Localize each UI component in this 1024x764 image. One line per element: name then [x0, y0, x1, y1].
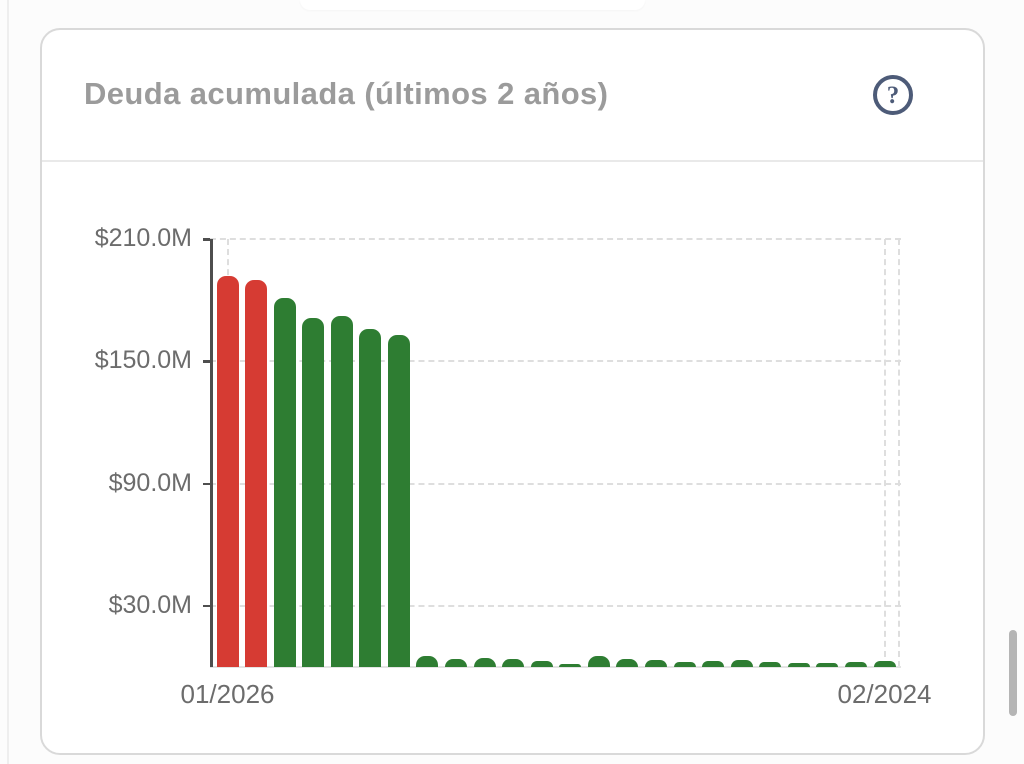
y-tick-label-150M: $150.0M [94, 346, 192, 375]
chart-card: Deuda acumulada (últimos 2 años) ? $210.… [40, 28, 985, 755]
bar-chart: $210.0M $150.0M $90.0M $30.0M 01/2026 02/2024 [42, 162, 983, 753]
bar-03-2025[interactable] [502, 658, 525, 667]
y-tick-label-210M: $210.0M [94, 224, 192, 252]
y-tick-210M [203, 238, 210, 241]
bar-12-2025[interactable] [245, 279, 268, 667]
y-tick-30M [203, 604, 210, 608]
bar-01-2026[interactable] [216, 275, 239, 667]
header-divider [42, 160, 983, 162]
gridline-x-1 [883, 239, 886, 667]
bar-02-2025[interactable] [530, 660, 553, 667]
card-header: Deuda acumulada (últimos 2 años) ? [42, 30, 983, 160]
gridline-210M [210, 238, 901, 240]
bar-06-2025[interactable] [416, 655, 439, 667]
x-tick-label-01-2026: 01/2026 [180, 679, 275, 709]
bar-04-2025[interactable] [473, 657, 496, 667]
help-button[interactable]: ? [873, 73, 917, 117]
plot-right-border [898, 239, 900, 667]
bar-08-2025[interactable] [359, 328, 382, 667]
bar-06-2024[interactable] [759, 661, 782, 667]
y-tick-90M [203, 482, 210, 486]
x-axis-baseline [210, 666, 901, 668]
bar-11-2024[interactable] [616, 658, 639, 667]
page-left-seam [7, 0, 9, 764]
gridline-90M [210, 482, 901, 485]
x-tick-label-02-2024: 02/2024 [837, 679, 932, 709]
bar-03-2024[interactable] [844, 661, 867, 667]
bar-11-2025[interactable] [273, 298, 296, 667]
bar-08-2024[interactable] [702, 660, 725, 667]
gridline-30M [210, 604, 901, 607]
bar-10-2025[interactable] [302, 318, 325, 667]
y-axis-line [210, 239, 213, 667]
bar-01-2025[interactable] [559, 663, 582, 667]
bar-05-2025[interactable] [445, 658, 468, 667]
top-edge-highlight [300, 0, 645, 10]
question-mark-glyph: ? [886, 81, 900, 109]
y-tick-150M [203, 360, 210, 363]
y-tick-label-30M: $30.0M [108, 590, 192, 619]
circled-question-mark-icon: ? [873, 75, 913, 115]
chart-title: Deuda acumulada (últimos 2 años) [84, 76, 609, 111]
bar-10-2024[interactable] [644, 659, 667, 667]
bar-07-2024[interactable] [730, 659, 753, 667]
bar-09-2025[interactable] [330, 316, 353, 667]
bar-02-2024[interactable] [873, 660, 896, 667]
scrollbar-thumb[interactable] [1009, 630, 1017, 716]
bar-04-2024[interactable] [816, 662, 839, 667]
y-tick-label-90M: $90.0M [108, 468, 192, 497]
bar-07-2025[interactable] [387, 334, 410, 667]
bar-09-2024[interactable] [673, 661, 696, 667]
bar-05-2024[interactable] [787, 662, 810, 667]
bar-12-2024[interactable] [587, 655, 610, 667]
gridline-150M [210, 360, 901, 363]
